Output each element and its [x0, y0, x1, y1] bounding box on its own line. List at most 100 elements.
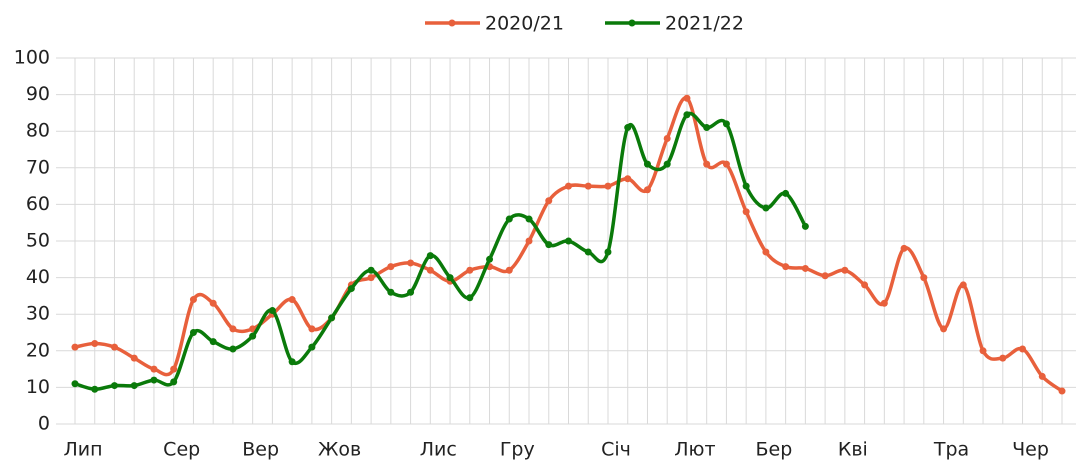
data-point [110, 382, 118, 390]
data-point [624, 175, 632, 183]
data-point [742, 182, 750, 190]
data-point [130, 354, 138, 362]
data-point [604, 248, 612, 256]
data-point [249, 332, 257, 340]
legend-label: 2021/22 [665, 13, 744, 35]
x-tick-label: Гру [500, 439, 535, 461]
data-point [308, 343, 316, 351]
data-point [584, 182, 592, 190]
data-point [71, 380, 79, 388]
data-point [110, 343, 118, 351]
data-point [466, 266, 474, 274]
data-point [762, 204, 770, 212]
data-point [841, 266, 849, 274]
data-point [367, 274, 375, 282]
data-point [170, 378, 178, 386]
data-point [407, 288, 415, 296]
data-point [722, 160, 730, 168]
legend-marker [628, 19, 636, 27]
data-point [189, 296, 197, 304]
y-tick-label: 90 [26, 83, 50, 105]
data-point [742, 208, 750, 216]
data-point [229, 345, 237, 353]
data-point [407, 259, 415, 267]
data-point [979, 347, 987, 355]
x-tick-label: Сер [163, 439, 200, 461]
x-tick-label: Вер [242, 439, 279, 461]
data-point [91, 385, 99, 393]
y-tick-label: 100 [14, 47, 50, 69]
data-point [525, 215, 533, 223]
x-tick-label: Чер [1012, 439, 1049, 461]
data-point [880, 299, 888, 307]
data-point [130, 382, 138, 390]
y-tick-label: 10 [26, 376, 50, 398]
data-point [446, 274, 454, 282]
data-point [663, 135, 671, 143]
data-point [288, 358, 296, 366]
x-tick-label: Тра [933, 439, 969, 461]
x-tick-label: Лип [63, 439, 102, 461]
data-point [189, 329, 197, 336]
data-point [663, 160, 671, 168]
x-tick-label: Бер [756, 439, 793, 461]
data-point [801, 264, 809, 272]
legend-marker [448, 19, 456, 27]
data-point [170, 365, 178, 373]
data-point [367, 266, 375, 274]
y-tick-label: 60 [26, 193, 50, 215]
data-point [861, 281, 869, 289]
data-point [584, 248, 592, 256]
data-point [683, 94, 691, 102]
x-tick-label: Кві [838, 439, 868, 461]
y-tick-label: 40 [26, 266, 50, 288]
x-tick-label: Лют [674, 439, 715, 461]
y-tick-label: 80 [26, 120, 50, 142]
data-point [900, 244, 908, 252]
data-point [545, 241, 553, 249]
data-point [703, 160, 711, 168]
data-point [229, 325, 237, 333]
y-tick-label: 20 [26, 339, 50, 361]
data-point [565, 182, 572, 190]
data-point [288, 296, 296, 304]
data-point [565, 237, 572, 245]
data-point [91, 339, 99, 347]
data-point [643, 160, 651, 168]
data-point [782, 263, 790, 271]
data-point [486, 255, 494, 263]
data-point [624, 124, 632, 132]
data-point [683, 111, 691, 119]
series-line [74, 111, 807, 391]
data-point [821, 272, 829, 280]
data-point [426, 266, 434, 274]
data-point [505, 215, 513, 223]
data-point [801, 222, 809, 230]
x-tick-label: Жов [318, 439, 361, 461]
data-point [762, 248, 770, 256]
data-point [150, 376, 158, 384]
data-point [1058, 387, 1066, 395]
data-point [999, 354, 1007, 362]
data-point [209, 338, 217, 346]
data-point [150, 365, 158, 373]
data-point [328, 314, 336, 322]
data-point [545, 197, 553, 205]
legend-label: 2020/21 [485, 13, 564, 35]
data-point [71, 343, 79, 351]
data-point [703, 124, 711, 132]
data-point [387, 263, 395, 271]
data-point [466, 294, 474, 302]
y-tick-label: 30 [26, 303, 50, 325]
data-point [209, 299, 217, 307]
data-point [308, 325, 316, 333]
data-point [920, 274, 928, 282]
data-point [722, 120, 730, 128]
data-point [782, 189, 790, 197]
data-point [1038, 372, 1046, 380]
y-tick-label: 0 [38, 413, 50, 435]
data-point [347, 285, 355, 293]
y-tick-label: 50 [26, 230, 50, 252]
data-point [940, 325, 948, 333]
data-point [525, 237, 533, 245]
